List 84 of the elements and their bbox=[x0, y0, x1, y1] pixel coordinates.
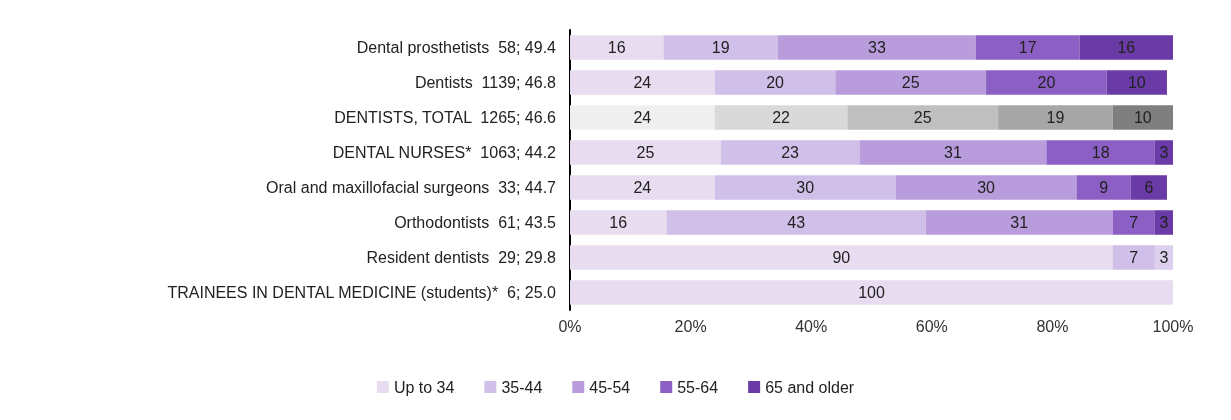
x-tick-label: 80% bbox=[1036, 317, 1069, 335]
bar bbox=[714, 175, 896, 200]
y-tick-label: Oral and maxillofacial surgeons 33; 44.7 bbox=[266, 179, 557, 196]
legend-label: Up to 34 bbox=[393, 378, 455, 396]
bar bbox=[663, 35, 779, 60]
legend-label: 65 and older bbox=[765, 378, 855, 396]
bar bbox=[570, 70, 715, 95]
data-label: 9 bbox=[1099, 179, 1109, 196]
bar bbox=[847, 105, 999, 130]
bar bbox=[1112, 210, 1155, 235]
data-label: 19 bbox=[1046, 109, 1065, 126]
data-label: 19 bbox=[711, 39, 730, 56]
data-label: 20 bbox=[766, 74, 785, 91]
data-label: 30 bbox=[796, 179, 815, 196]
bar bbox=[1112, 245, 1155, 270]
y-tick-label: Dental prosthetists 58; 49.4 bbox=[356, 39, 557, 56]
bar bbox=[714, 105, 848, 130]
data-label: 18 bbox=[1091, 144, 1110, 161]
data-label: 43 bbox=[787, 214, 806, 231]
bar bbox=[859, 140, 1047, 165]
y-tick-label: TRAINEES IN DENTAL MEDICINE (students)* 6; 25.0 bbox=[167, 284, 557, 301]
bar bbox=[570, 140, 721, 165]
data-label: 7 bbox=[1129, 214, 1139, 231]
data-label: 30 bbox=[977, 179, 996, 196]
data-label: 22 bbox=[772, 109, 791, 126]
y-tick-label: Resident dentists 29; 29.8 bbox=[366, 249, 557, 266]
x-tick-label: 60% bbox=[915, 317, 948, 335]
bar bbox=[570, 245, 1113, 270]
data-label: 3 bbox=[1159, 144, 1169, 161]
data-label: 20 bbox=[1037, 74, 1056, 91]
bar bbox=[975, 35, 1080, 60]
bar bbox=[666, 210, 926, 235]
bar bbox=[570, 105, 715, 130]
bar bbox=[986, 70, 1107, 95]
data-label: 23 bbox=[781, 144, 800, 161]
bar bbox=[1076, 175, 1131, 200]
bar bbox=[1106, 70, 1167, 95]
data-label: 16 bbox=[609, 214, 628, 231]
data-label: 31 bbox=[944, 144, 962, 161]
y-tick-label: DENTISTS, TOTAL 1265; 46.6 bbox=[334, 109, 557, 126]
data-label: 31 bbox=[1010, 214, 1029, 231]
data-label: 25 bbox=[636, 144, 655, 161]
data-label: 17 bbox=[1018, 39, 1037, 56]
y-tick-label: Dentists 1139; 46.8 bbox=[414, 74, 557, 91]
data-label: 24 bbox=[633, 74, 652, 91]
bar bbox=[570, 210, 667, 235]
data-label: 16 bbox=[1117, 39, 1136, 56]
bar bbox=[925, 210, 1113, 235]
x-tick-label: 0% bbox=[558, 317, 582, 335]
x-tick-label: 40% bbox=[795, 317, 828, 335]
data-label: 10 bbox=[1127, 74, 1146, 91]
data-label: 90 bbox=[832, 249, 851, 266]
bar bbox=[1112, 105, 1173, 130]
data-label: 3 bbox=[1159, 249, 1169, 266]
data-label: 25 bbox=[901, 74, 920, 91]
bar bbox=[835, 70, 987, 95]
legend-label: 55-64 bbox=[677, 378, 719, 396]
data-label: 10 bbox=[1133, 109, 1152, 126]
bar bbox=[778, 35, 976, 60]
data-label: 24 bbox=[633, 179, 652, 196]
x-tick-label: 20% bbox=[674, 317, 707, 335]
legend-label: 45-54 bbox=[589, 378, 631, 396]
data-label: 7 bbox=[1129, 249, 1139, 266]
data-label: 3 bbox=[1159, 214, 1169, 231]
data-label: 100 bbox=[858, 284, 885, 301]
bar bbox=[720, 140, 860, 165]
bar bbox=[570, 35, 664, 60]
bar bbox=[998, 105, 1113, 130]
bar bbox=[1046, 140, 1155, 165]
x-tick-label: 100% bbox=[1152, 317, 1194, 335]
data-label: 33 bbox=[868, 39, 886, 56]
bar bbox=[1079, 35, 1173, 60]
bar bbox=[714, 70, 836, 95]
data-label: 16 bbox=[607, 39, 626, 56]
data-label: 25 bbox=[913, 109, 932, 126]
data-label: 6 bbox=[1144, 179, 1154, 196]
bar bbox=[570, 280, 1173, 305]
bar bbox=[570, 175, 715, 200]
legend-label: 35-44 bbox=[501, 378, 543, 396]
data-label: 24 bbox=[633, 109, 652, 126]
y-tick-label: Orthodontists 61; 43.5 bbox=[394, 214, 557, 231]
bar bbox=[895, 175, 1077, 200]
bar bbox=[1130, 175, 1167, 200]
y-tick-label: DENTAL NURSES* 1063; 44.2 bbox=[332, 144, 557, 161]
